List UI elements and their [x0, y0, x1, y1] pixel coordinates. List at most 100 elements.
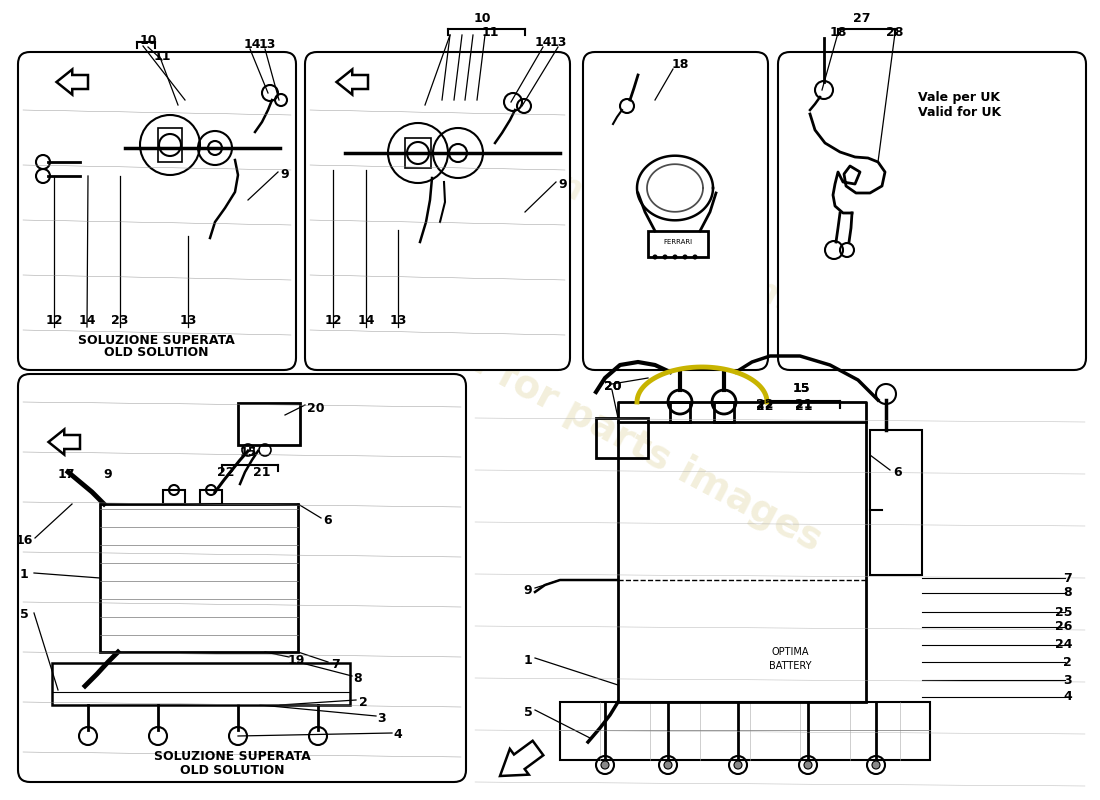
Text: 20: 20: [604, 381, 622, 394]
Text: 13: 13: [258, 38, 276, 50]
Text: 5: 5: [524, 706, 532, 718]
Text: 9: 9: [559, 178, 568, 190]
Bar: [560, 702, 930, 760]
Bar: [618, 422, 866, 702]
Text: 17: 17: [57, 467, 75, 481]
Text: 11: 11: [153, 50, 170, 62]
Bar: [596, 418, 648, 458]
Text: 2: 2: [359, 695, 367, 709]
Text: 6: 6: [323, 514, 332, 526]
Text: 11: 11: [482, 26, 498, 39]
Text: passion for parts images: passion for parts images: [447, 111, 873, 359]
Text: SOLUZIONE SUPERATA: SOLUZIONE SUPERATA: [78, 334, 234, 346]
FancyArrow shape: [48, 430, 80, 454]
Text: 12: 12: [45, 314, 63, 327]
Bar: [100, 504, 298, 652]
Text: 14: 14: [358, 314, 375, 327]
FancyBboxPatch shape: [583, 52, 768, 370]
Bar: [52, 663, 350, 705]
Bar: [648, 231, 708, 257]
Circle shape: [601, 761, 609, 769]
Circle shape: [872, 761, 880, 769]
Text: 16: 16: [15, 534, 33, 546]
Circle shape: [804, 761, 812, 769]
Text: 20: 20: [604, 381, 622, 394]
Text: 19: 19: [287, 654, 305, 666]
Text: 6: 6: [893, 466, 902, 478]
Text: 7: 7: [1064, 571, 1072, 585]
FancyBboxPatch shape: [18, 52, 296, 370]
Text: 12: 12: [324, 314, 342, 327]
Text: BATTERY: BATTERY: [769, 661, 812, 671]
Circle shape: [683, 255, 686, 258]
Circle shape: [673, 255, 676, 258]
Bar: [714, 402, 734, 422]
Text: 24: 24: [1055, 638, 1072, 651]
Text: 18: 18: [671, 58, 689, 70]
Text: 25: 25: [1055, 606, 1072, 618]
Text: 14: 14: [535, 35, 552, 49]
Text: 21: 21: [795, 399, 813, 413]
Text: 26: 26: [1055, 621, 1072, 634]
Text: OPTIMA: OPTIMA: [771, 647, 808, 657]
Text: 23: 23: [111, 314, 129, 327]
FancyArrow shape: [500, 741, 543, 776]
Text: Valid for UK: Valid for UK: [918, 106, 1001, 118]
Circle shape: [653, 255, 657, 258]
Circle shape: [664, 761, 672, 769]
Circle shape: [734, 761, 742, 769]
Text: 14: 14: [243, 38, 261, 50]
Text: 9: 9: [280, 169, 289, 182]
Text: 27: 27: [854, 11, 871, 25]
Text: 28: 28: [887, 26, 904, 39]
Bar: [158, 128, 182, 162]
FancyBboxPatch shape: [778, 52, 1086, 370]
Text: 5: 5: [20, 609, 29, 622]
Text: 20: 20: [307, 402, 324, 414]
Text: 1: 1: [20, 569, 29, 582]
Text: 21: 21: [253, 466, 271, 479]
Text: 13: 13: [549, 35, 566, 49]
Circle shape: [663, 255, 667, 258]
Text: 15: 15: [240, 446, 256, 458]
Text: 7: 7: [331, 658, 340, 671]
Text: OLD SOLUTION: OLD SOLUTION: [103, 346, 208, 359]
Text: 21: 21: [795, 398, 813, 410]
Text: 3: 3: [377, 711, 386, 725]
Circle shape: [693, 255, 696, 258]
Text: 10: 10: [473, 11, 491, 25]
FancyBboxPatch shape: [18, 374, 466, 782]
Text: 15: 15: [792, 382, 810, 395]
Text: 1: 1: [524, 654, 532, 666]
Text: 13: 13: [389, 314, 407, 327]
Text: 9: 9: [103, 467, 112, 481]
Text: 14: 14: [78, 314, 96, 327]
Text: 18: 18: [829, 26, 847, 39]
Text: FERRARI: FERRARI: [663, 239, 693, 245]
FancyBboxPatch shape: [305, 52, 570, 370]
Text: 22: 22: [218, 466, 234, 479]
Text: 2: 2: [1064, 655, 1072, 669]
Text: 13: 13: [179, 314, 197, 327]
Text: SOLUZIONE SUPERATA: SOLUZIONE SUPERATA: [154, 750, 310, 762]
Text: 15: 15: [792, 382, 810, 394]
Text: OLD SOLUTION: OLD SOLUTION: [179, 763, 284, 777]
Text: 3: 3: [1064, 674, 1072, 686]
Text: 8: 8: [1064, 586, 1072, 599]
Bar: [200, 490, 222, 504]
Text: passion for parts images: passion for parts images: [331, 270, 828, 559]
Bar: [238, 403, 300, 445]
FancyArrow shape: [337, 70, 368, 94]
Text: 10: 10: [140, 34, 156, 47]
Text: 4: 4: [1064, 690, 1072, 703]
Text: 22: 22: [757, 398, 773, 410]
Text: 8: 8: [354, 671, 362, 685]
Bar: [870, 430, 922, 575]
Bar: [405, 138, 431, 168]
Bar: [163, 490, 185, 504]
Text: 9: 9: [524, 583, 532, 597]
FancyArrow shape: [56, 70, 88, 94]
Text: 22: 22: [757, 399, 773, 413]
Text: Vale per UK: Vale per UK: [918, 91, 1000, 105]
Text: 4: 4: [394, 729, 403, 742]
